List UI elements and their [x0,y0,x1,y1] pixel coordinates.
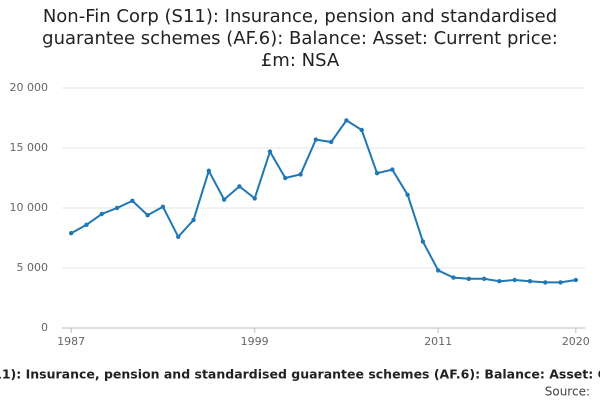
point [390,167,395,172]
y-tick-label: 15 000 [10,141,49,154]
point [374,171,380,176]
y-tick-label: 10 000 [10,201,49,214]
chart-title: Non-Fin Corp (S11): Insurance, pension a… [42,6,558,71]
y-tick-label: 5 000 [17,261,49,274]
point [573,277,579,283]
point [267,149,273,154]
point [191,217,196,223]
point [466,276,471,281]
point [130,198,135,203]
point [543,280,548,285]
point [237,184,242,189]
point [527,279,533,284]
point [481,276,487,281]
point [176,234,181,239]
x-tick-label: 2011 [424,335,452,348]
point [435,268,441,273]
legend-label: Non-Fin Corp (S11): Insurance, pension a… [0,367,600,382]
point [145,213,150,218]
point [451,275,456,280]
y-tick-label: 20 000 [10,81,49,94]
point [558,280,563,285]
point [298,172,303,177]
x-tick-label: 2020 [562,335,590,348]
point [497,279,502,284]
source: Source: [545,385,590,399]
point [84,222,89,227]
line [70,119,576,284]
x-tick-label: 1987 [57,335,85,348]
point [68,231,74,236]
point [328,139,334,145]
point [206,168,212,173]
point [221,197,227,202]
y-tick-label: 0 [41,321,48,334]
point [405,192,410,197]
point [99,211,104,217]
point [313,137,319,142]
point [160,204,166,209]
point [512,277,517,283]
point [359,127,364,133]
x-tick-label: 1999 [241,335,269,348]
point [252,196,257,201]
point [420,239,426,244]
point [344,118,349,123]
point [283,175,288,181]
point [114,205,120,211]
